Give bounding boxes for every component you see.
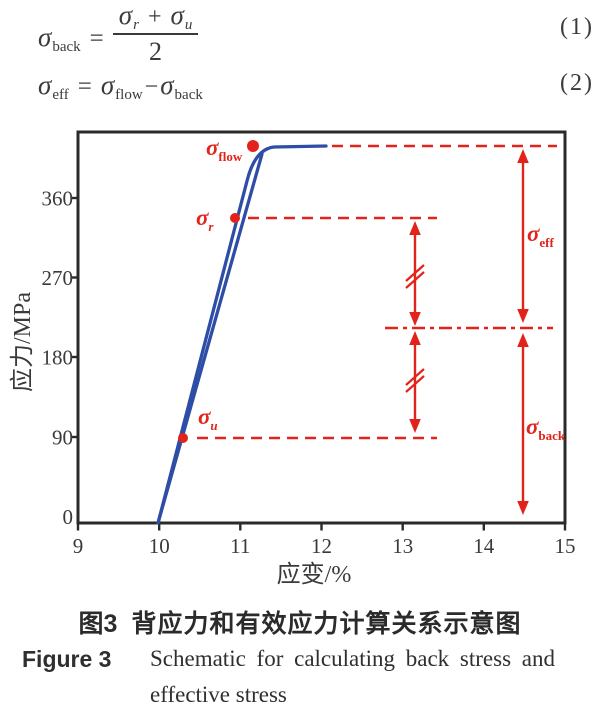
eq1-denominator: 2 (149, 37, 163, 67)
sigma-back-label: σback (526, 414, 566, 443)
equal-span-arrow-lower (405, 331, 425, 433)
caption-text-en-line1: Schematic for calculating back stress an… (150, 646, 555, 671)
y-axis-ticks (70, 196, 78, 439)
equal-span-arrow-upper (405, 221, 425, 326)
x-axis-ticks (76, 523, 567, 531)
sigma-symbol: σ (38, 70, 52, 100)
x-tick-label: 10 (149, 534, 170, 558)
equation-2-number: (2) (560, 70, 594, 96)
plot-frame (76, 130, 567, 525)
sigma-u-label: σu (198, 404, 218, 433)
sigma-r-point (230, 213, 240, 223)
x-axis-tick-labels: 9 10 11 12 13 14 15 (73, 534, 576, 558)
sigma-subscript: r (133, 17, 139, 33)
sigma-back-arrow (517, 333, 529, 515)
x-axis-title: 应变/% (277, 561, 352, 588)
y-tick-label: 0 (63, 505, 74, 529)
x-tick-label: 11 (230, 534, 250, 558)
sigma-symbol: σ (170, 0, 184, 30)
y-axis-tick-labels: 360 270 180 90 0 (42, 187, 74, 530)
sigma-r-label: σr (196, 205, 214, 234)
loading-curve (156, 144, 328, 525)
sigma-symbol: σ (38, 22, 52, 53)
unload-reload-line (156, 152, 264, 525)
minus-sign: − (144, 74, 159, 100)
x-tick-label: 9 (73, 534, 84, 558)
caption-text-en-line2: effective stress (150, 682, 287, 707)
x-tick-label: 15 (555, 534, 576, 558)
y-tick-label: 180 (42, 346, 74, 370)
eq1-lhs: σ back = (38, 22, 113, 56)
x-tick-label: 13 (392, 534, 413, 558)
flow-stress-point (247, 140, 259, 152)
sigma-symbol: σ (160, 70, 174, 100)
sigma-subscript: u (184, 17, 193, 33)
y-tick-label: 360 (42, 187, 74, 211)
fraction-bar (112, 33, 199, 36)
equals-sign: = (77, 73, 92, 100)
figure-number-en: Figure 3 (22, 646, 112, 672)
equation-2: σ eff = σ flow − σ back (38, 70, 203, 103)
sigma-subscript: back (174, 87, 203, 103)
sigma-subscript: flow (115, 87, 143, 103)
stress-strain-chart: 360 270 180 90 0 9 10 11 12 13 14 15 应变/… (9, 130, 576, 588)
x-tick-label: 12 (311, 534, 332, 558)
x-tick-label: 14 (473, 534, 495, 558)
sigma-subscript: eff (52, 87, 69, 103)
sigma-symbol: σ (100, 70, 115, 100)
equation-1-number: (1) (560, 14, 594, 40)
equals-sign: = (89, 25, 104, 53)
equal-mark (405, 271, 425, 289)
sigma-flow-label: σflow (206, 135, 243, 164)
caption-text-zh: 背应力和有效应力计算关系示意图 (131, 611, 522, 638)
figure-number-zh: 图3 (78, 610, 118, 638)
caption-chinese: 图3 背应力和有效应力计算关系示意图 (0, 604, 600, 640)
equal-mark (405, 368, 425, 386)
equal-mark (405, 375, 425, 393)
sigma-u-point (178, 433, 188, 443)
plus-sign: + (147, 4, 162, 30)
equal-mark (405, 264, 425, 282)
sigma-symbol: σ (118, 0, 133, 30)
sigma-subscript: back (52, 39, 81, 56)
y-axis-title: 应力/MPa (9, 292, 36, 392)
y-tick-label: 270 (42, 266, 74, 290)
sigma-eff-arrow (517, 149, 529, 323)
y-tick-label: 90 (52, 426, 73, 450)
sigma-eff-label: σeff (527, 221, 555, 250)
